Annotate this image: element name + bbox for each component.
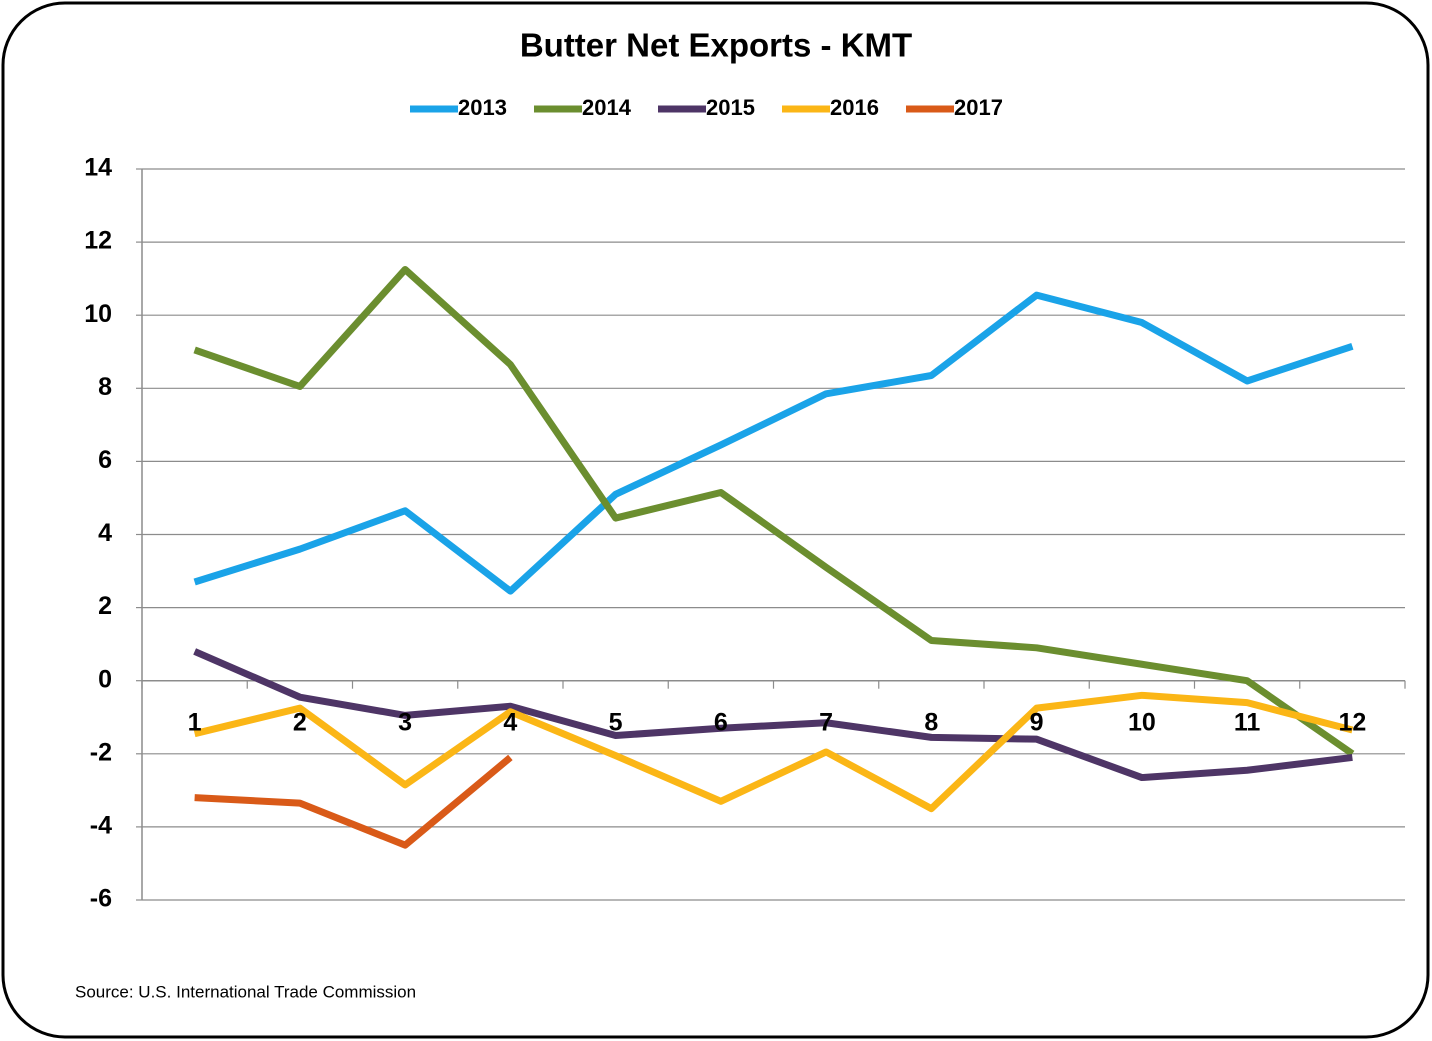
y-tick-label: -6 <box>90 885 112 913</box>
legend-label: 2016 <box>830 95 879 120</box>
series-line <box>193 648 1353 782</box>
y-tick-label: 12 <box>84 227 112 255</box>
x-tick-label: 12 <box>1338 708 1366 736</box>
legend: 2013 2014 2015 2016 2017 <box>410 95 1003 120</box>
y-tick-label: 2 <box>98 592 112 620</box>
y-tick-label: 4 <box>98 519 112 547</box>
x-tick-label: 4 <box>503 708 517 736</box>
series-line <box>194 754 513 849</box>
series-line <box>193 291 1354 595</box>
legend-label: 2013 <box>458 95 507 120</box>
source-note: Source: U.S. International Trade Commiss… <box>75 982 416 1001</box>
y-tick-label: 6 <box>98 446 112 474</box>
legend-label: 2015 <box>706 95 755 120</box>
y-tick-label: -2 <box>90 738 112 766</box>
series-line <box>193 266 1355 757</box>
x-tick-label: 7 <box>819 708 833 736</box>
x-tick-label: 10 <box>1128 708 1156 736</box>
x-tick-label: 3 <box>398 708 412 736</box>
y-tick-label: 10 <box>84 300 112 328</box>
y-tick-label: 14 <box>84 154 112 182</box>
y-tick-label: -4 <box>90 812 112 840</box>
x-tick-label: 11 <box>1234 708 1261 736</box>
x-tick-label: 1 <box>188 708 202 736</box>
legend-label: 2017 <box>954 95 1003 120</box>
series-line <box>193 691 1354 813</box>
chart-title: Butter Net Exports - KMT <box>520 27 912 64</box>
x-tick-label: 2 <box>293 708 307 736</box>
y-tick-label: 8 <box>98 373 112 401</box>
y-tick-label: 0 <box>98 665 112 693</box>
x-tick-label: 9 <box>1030 708 1044 736</box>
x-tick-label: 5 <box>609 708 623 736</box>
legend-label: 2014 <box>582 95 632 120</box>
x-tick-label: 6 <box>714 708 728 736</box>
x-tick-label: 8 <box>924 708 938 736</box>
